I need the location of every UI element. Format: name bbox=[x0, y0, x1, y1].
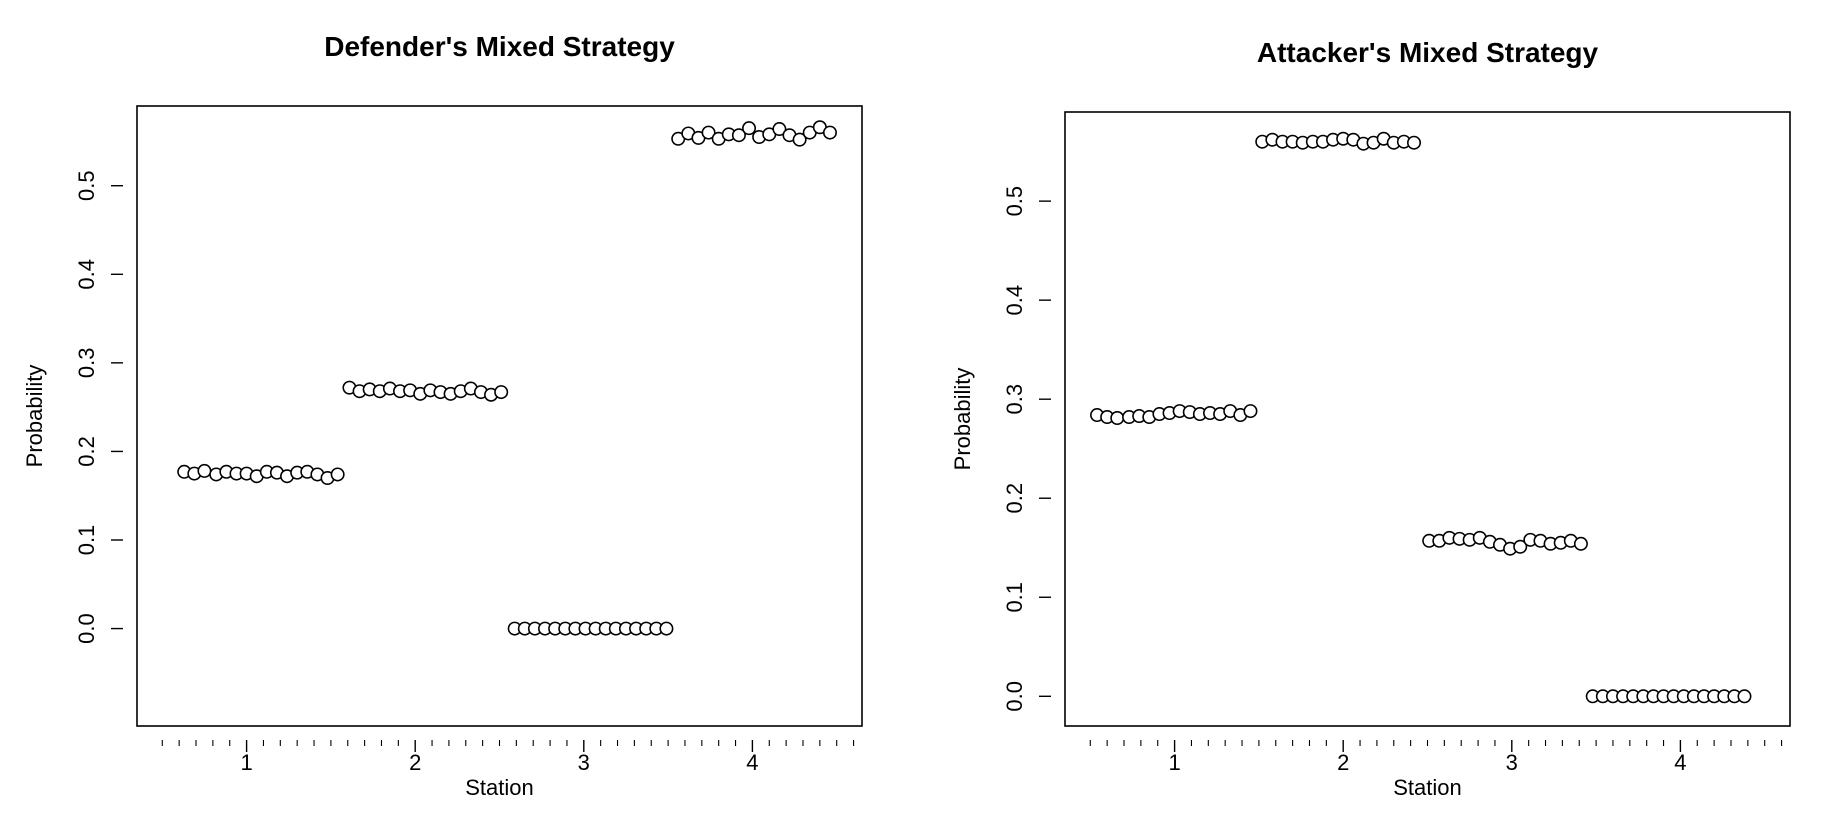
x-tick-label: 3 bbox=[1506, 750, 1518, 775]
data-point-station-4 bbox=[731, 128, 746, 143]
plot-frame bbox=[136, 105, 863, 727]
y-tick-label: 0.3 bbox=[1002, 384, 1027, 415]
data-point-station-4 bbox=[1737, 689, 1752, 704]
data-point-station-4 bbox=[792, 132, 807, 147]
y-tick-label: 0.2 bbox=[1002, 483, 1027, 514]
y-axis-label: Probability bbox=[22, 365, 47, 468]
y-tick-label: 0.1 bbox=[1002, 582, 1027, 613]
x-tick-label: 3 bbox=[578, 750, 590, 775]
data-point-station-1 bbox=[1110, 411, 1125, 426]
x-tick-label: 2 bbox=[1337, 750, 1349, 775]
x-axis-label: Station bbox=[465, 775, 534, 800]
y-tick-label: 0.0 bbox=[1002, 681, 1027, 712]
x-axis-label: Station bbox=[1393, 775, 1462, 800]
data-point-station-1 bbox=[330, 467, 345, 482]
data-point-station-4 bbox=[742, 121, 757, 136]
chart-title: Attacker's Mixed Strategy bbox=[1257, 37, 1599, 68]
data-point-station-1 bbox=[1243, 404, 1258, 419]
y-tick-label: 0.0 bbox=[74, 613, 99, 644]
attacker-chart: Attacker's Mixed Strategy 1 2 3 4 0.0 0.1 0.2 0.… bbox=[950, 37, 1791, 800]
data-point-station-3 bbox=[659, 621, 674, 636]
x-tick-label: 4 bbox=[746, 750, 758, 775]
x-tick-label: 1 bbox=[1168, 750, 1180, 775]
y-tick-label: 0.5 bbox=[74, 170, 99, 201]
plot-frame bbox=[1064, 111, 1791, 727]
x-tick-label: 1 bbox=[240, 750, 252, 775]
data-point-station-3 bbox=[1513, 539, 1528, 554]
data-point-station-2 bbox=[1407, 135, 1422, 150]
y-tick-label: 0.2 bbox=[74, 436, 99, 467]
y-tick-label: 0.5 bbox=[1002, 186, 1027, 217]
data-point-station-2 bbox=[494, 385, 509, 400]
y-tick-label: 0.1 bbox=[74, 525, 99, 556]
data-point-station-1 bbox=[197, 463, 212, 478]
chart-title: Defender's Mixed Strategy bbox=[324, 31, 675, 62]
y-tick-label: 0.4 bbox=[74, 259, 99, 290]
x-tick-label: 4 bbox=[1674, 750, 1686, 775]
y-axis-label: Probability bbox=[950, 368, 975, 471]
data-point-station-3 bbox=[1573, 536, 1588, 551]
y-tick-label: 0.4 bbox=[1002, 285, 1027, 316]
y-tick-label: 0.3 bbox=[74, 348, 99, 379]
x-tick-label: 2 bbox=[409, 750, 421, 775]
data-point-station-4 bbox=[701, 125, 716, 140]
data-point-station-4 bbox=[772, 122, 787, 137]
data-point-station-4 bbox=[822, 125, 837, 140]
defender-chart: Defender's Mixed Strategy 1 2 3 4 0.0 0.1 0.2 0.… bbox=[22, 31, 863, 800]
